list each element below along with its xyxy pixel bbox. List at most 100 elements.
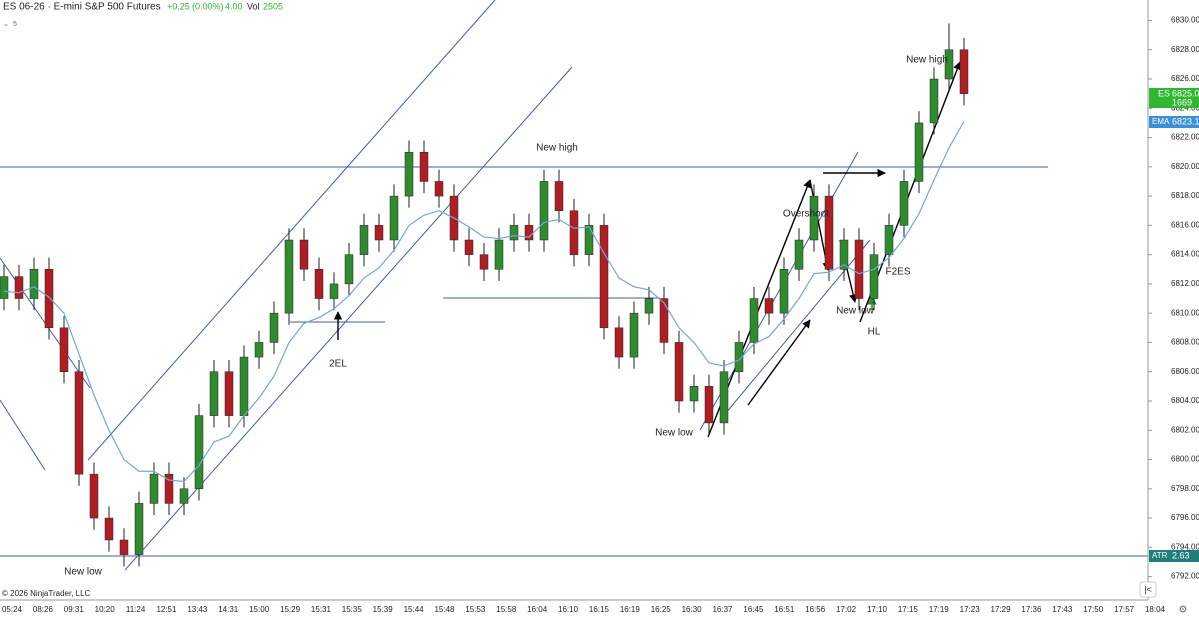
candle-body — [149, 473, 159, 504]
x-tick-label: 16:10 — [558, 605, 579, 614]
settings-icon[interactable]: ⚙ — [1179, 605, 1188, 616]
y-tick-label: 6822.00 — [1171, 133, 1199, 142]
candle-body — [689, 386, 699, 402]
candle-body — [794, 239, 804, 270]
x-tick-label: 16:45 — [743, 605, 764, 614]
x-tick-label: 15:31 — [311, 605, 332, 614]
x-tick-label: 15:58 — [496, 605, 517, 614]
candle-body — [464, 239, 474, 255]
candle-body — [329, 283, 339, 299]
candle-body — [764, 298, 774, 314]
y-tick-label: 6806.00 — [1171, 367, 1199, 376]
change: +0.25 — [167, 1, 190, 11]
annotation: HL — [868, 327, 881, 338]
candle-body — [959, 49, 969, 94]
tick-change: 4.00 — [225, 1, 243, 11]
y-tick-label: 6802.00 — [1171, 425, 1199, 434]
candle-body — [569, 210, 579, 255]
candle-body — [554, 181, 564, 211]
annotation: 2EL — [329, 359, 347, 370]
candle-body — [89, 473, 99, 519]
annotation: New low — [64, 567, 103, 578]
candle-body — [29, 269, 39, 299]
candle-body — [494, 239, 504, 270]
x-tick-label: 17:23 — [960, 605, 981, 614]
y-tick-label: 6792.00 — [1171, 572, 1199, 581]
channel-line — [124, 66, 573, 571]
candle-body — [539, 181, 549, 241]
price-tag-name: ES — [1158, 88, 1170, 98]
candle-body — [509, 225, 519, 241]
candle-body — [164, 473, 174, 504]
annotation: New high — [536, 143, 578, 154]
candle-body — [944, 49, 954, 80]
footer: © 2026 NinjaTrader, LLC — [2, 589, 91, 598]
y-tick-label: 6808.00 — [1171, 338, 1199, 347]
candle-body — [59, 327, 69, 372]
channel-line — [719, 239, 871, 421]
scroll-button[interactable] — [1139, 581, 1157, 598]
candle-body — [239, 356, 249, 416]
candle-body — [0, 276, 9, 299]
x-tick-label: 15:44 — [404, 605, 425, 614]
annotation: New low — [655, 428, 694, 439]
x-tick-label: 10:20 — [95, 605, 116, 614]
candle-body — [884, 225, 894, 255]
trend-line — [0, 399, 46, 471]
candle-body — [824, 195, 834, 270]
candle-body — [779, 269, 789, 314]
annotation: F2ES — [885, 267, 910, 278]
x-tick-label: 15:39 — [373, 605, 394, 614]
x-tick-label: 16:25 — [651, 605, 672, 614]
interval-caret: ⌄ — [3, 21, 9, 28]
candle-body — [584, 225, 594, 255]
candle-body — [599, 225, 609, 329]
ema-tag-name: EMA — [1152, 117, 1170, 126]
candle-body — [644, 298, 654, 314]
candle-body — [389, 195, 399, 241]
x-tick-label: 13:43 — [187, 605, 208, 614]
x-tick-label: 15:48 — [434, 605, 455, 614]
y-tick-label: 6814.00 — [1171, 250, 1199, 259]
candle-body — [809, 195, 819, 241]
volume: 2505 — [263, 1, 283, 11]
candle-body — [299, 239, 309, 270]
price-tag-value: 6825.00 — [1172, 88, 1199, 98]
x-tick-label: 17:19 — [929, 605, 950, 614]
interval[interactable]: 5 — [13, 21, 17, 28]
x-tick-label: 15:00 — [249, 605, 270, 614]
volume-tag — [1149, 98, 1199, 108]
annotation: Overshoot — [783, 209, 829, 220]
x-tick-label: 17:43 — [1052, 605, 1073, 614]
atr-tag — [1149, 550, 1199, 562]
candle-body — [284, 239, 294, 314]
candle-body — [74, 371, 84, 475]
x-tick-label: 16:15 — [589, 605, 610, 614]
x-tick-label: 15:35 — [342, 605, 363, 614]
annotation: New low — [836, 306, 875, 317]
annotation: New high — [906, 55, 948, 66]
ticks: 6792.00 6794.00 6796.00 6798.00 6800.00 6802.… — [2, 16, 1199, 615]
x-tick-label: 16:30 — [682, 605, 703, 614]
candle-body — [479, 254, 489, 270]
x-tick-label: 17:36 — [1021, 605, 1042, 614]
y-tick-label: 6820.00 — [1171, 162, 1199, 171]
x-tick-label: 16:04 — [527, 605, 548, 614]
ema-tag-value: 6823.10 — [1172, 116, 1199, 126]
y-tick-label: 6800.00 — [1171, 455, 1199, 464]
x-tick-label: 16:37 — [712, 605, 733, 614]
annotations: New low New high 2EL New low Overshoot N… — [64, 55, 948, 578]
candle-body — [374, 225, 384, 241]
ema-line — [3, 121, 965, 483]
x-tick-label: 08:26 — [33, 605, 54, 614]
candle-body — [704, 386, 714, 424]
candle-body — [524, 225, 534, 241]
y-tick-label: 6796.00 — [1171, 513, 1199, 522]
candle-body — [854, 239, 864, 299]
candle-body — [749, 298, 759, 343]
x-tick-label: 17:29 — [991, 605, 1012, 614]
candle-body — [314, 269, 324, 299]
candle-body — [254, 342, 264, 358]
candle-body — [434, 181, 444, 197]
